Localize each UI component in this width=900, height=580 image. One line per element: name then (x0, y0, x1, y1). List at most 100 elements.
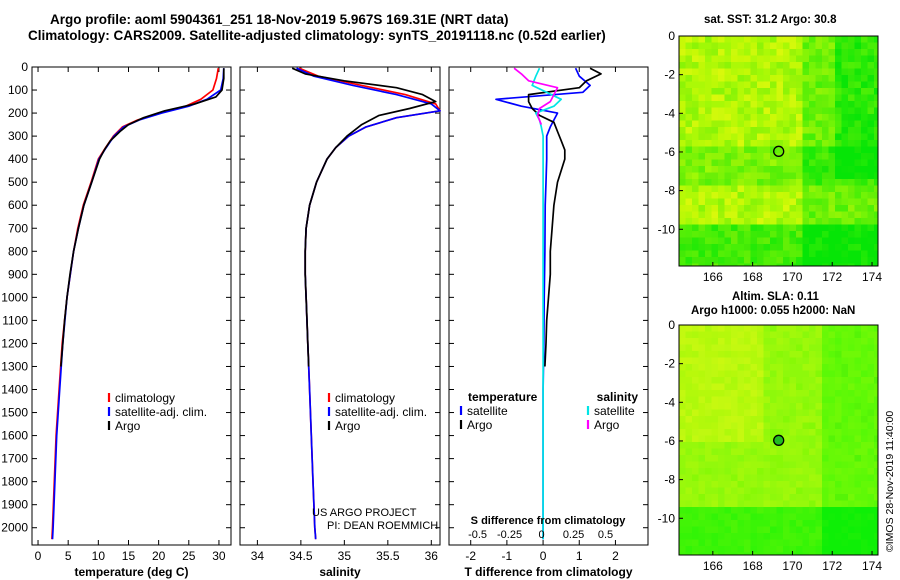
map-cell (737, 244, 745, 251)
map-cell (737, 198, 745, 206)
map-cell (698, 422, 706, 430)
map-cell (783, 205, 790, 212)
map-cell (737, 487, 745, 495)
map-cell (724, 237, 732, 245)
map-cell (731, 55, 738, 63)
map-cell (861, 507, 868, 514)
map-cell (750, 370, 758, 378)
map-cell (698, 153, 706, 160)
map-cell (796, 263, 803, 266)
map-cell (828, 513, 836, 521)
map-cell (822, 68, 829, 76)
map-cell (809, 218, 816, 225)
map-cell (809, 237, 816, 245)
map-cell (802, 88, 810, 95)
map-cell (809, 396, 816, 404)
map-cell (789, 390, 797, 397)
map-cell (867, 533, 875, 540)
map-cell (705, 500, 712, 508)
map-cell (854, 494, 862, 501)
map-cell (763, 127, 771, 134)
map-cell (828, 68, 836, 76)
map-cell (815, 325, 823, 332)
map-cell (692, 257, 699, 264)
map-cell (867, 546, 875, 553)
map-cell (789, 481, 797, 488)
map-cell (815, 140, 823, 147)
map-cell (822, 552, 829, 555)
map-cell (770, 166, 777, 173)
map-cell (848, 403, 855, 410)
map-cell (796, 36, 803, 43)
map-cell (835, 507, 842, 514)
map-cell (744, 36, 751, 43)
map-cell (848, 474, 855, 482)
map-cell (835, 383, 842, 391)
figure-title-line1: Argo profile: aoml 5904361_251 18-Nov-20… (50, 12, 509, 27)
map-cell (874, 487, 878, 495)
map-cell (776, 179, 784, 186)
map-cell (815, 36, 823, 43)
map-cell (854, 351, 862, 358)
map-cell (835, 435, 842, 443)
map-cell (789, 237, 797, 245)
map-cell (744, 338, 751, 345)
map-cell (692, 513, 699, 521)
map-cell (744, 231, 751, 238)
map-cell (776, 127, 784, 134)
map-cell (783, 88, 790, 95)
map-cell (724, 539, 732, 547)
map-cell (724, 218, 732, 225)
map-cell (854, 429, 862, 436)
map-cell (783, 42, 790, 50)
map-cell (763, 68, 771, 76)
map-cell (822, 539, 829, 547)
map-cell (731, 481, 738, 488)
map-cell (718, 546, 725, 553)
map-cell (848, 429, 855, 436)
map-cell (757, 455, 764, 462)
map-cell (718, 520, 725, 527)
map-cell (757, 396, 764, 404)
map-cell (711, 552, 719, 555)
map-cell (750, 533, 758, 540)
map-cell (867, 552, 875, 555)
map-cell (763, 153, 771, 160)
map-cell (737, 370, 745, 378)
map-cell (848, 75, 855, 82)
map-cell (822, 114, 829, 121)
map-cell (802, 185, 810, 193)
map-cell (861, 224, 868, 232)
map-cell (724, 159, 732, 167)
map-cell (763, 237, 771, 245)
map-cell (822, 237, 829, 245)
map-cell (718, 172, 725, 180)
map-cell (757, 94, 764, 102)
sst_map-raster (679, 36, 878, 266)
map-cell (685, 172, 693, 180)
map-cell (802, 114, 810, 121)
depth-tick-label: 1300 (1, 359, 28, 373)
map-cell (809, 364, 816, 371)
map-cell (692, 377, 699, 384)
map-cell (848, 526, 855, 534)
map-cell (854, 101, 862, 108)
map-cell (861, 429, 868, 436)
map-cell (705, 172, 712, 180)
map-cell (796, 364, 803, 371)
map-cell (848, 338, 855, 345)
map-cell (718, 526, 725, 534)
depth-tick-label: 800 (8, 244, 28, 258)
map-cell (757, 107, 764, 115)
map-cell (809, 166, 816, 173)
map-cell (848, 507, 855, 514)
map-cell (698, 455, 706, 462)
map-cell (731, 468, 738, 475)
map-cell (770, 205, 777, 212)
map-cell (802, 455, 810, 462)
map-cell (718, 331, 725, 339)
map-cell (679, 357, 686, 365)
salinity-xtick-label: 35 (338, 549, 352, 563)
map-cell (692, 88, 699, 95)
map-cell (763, 448, 771, 456)
